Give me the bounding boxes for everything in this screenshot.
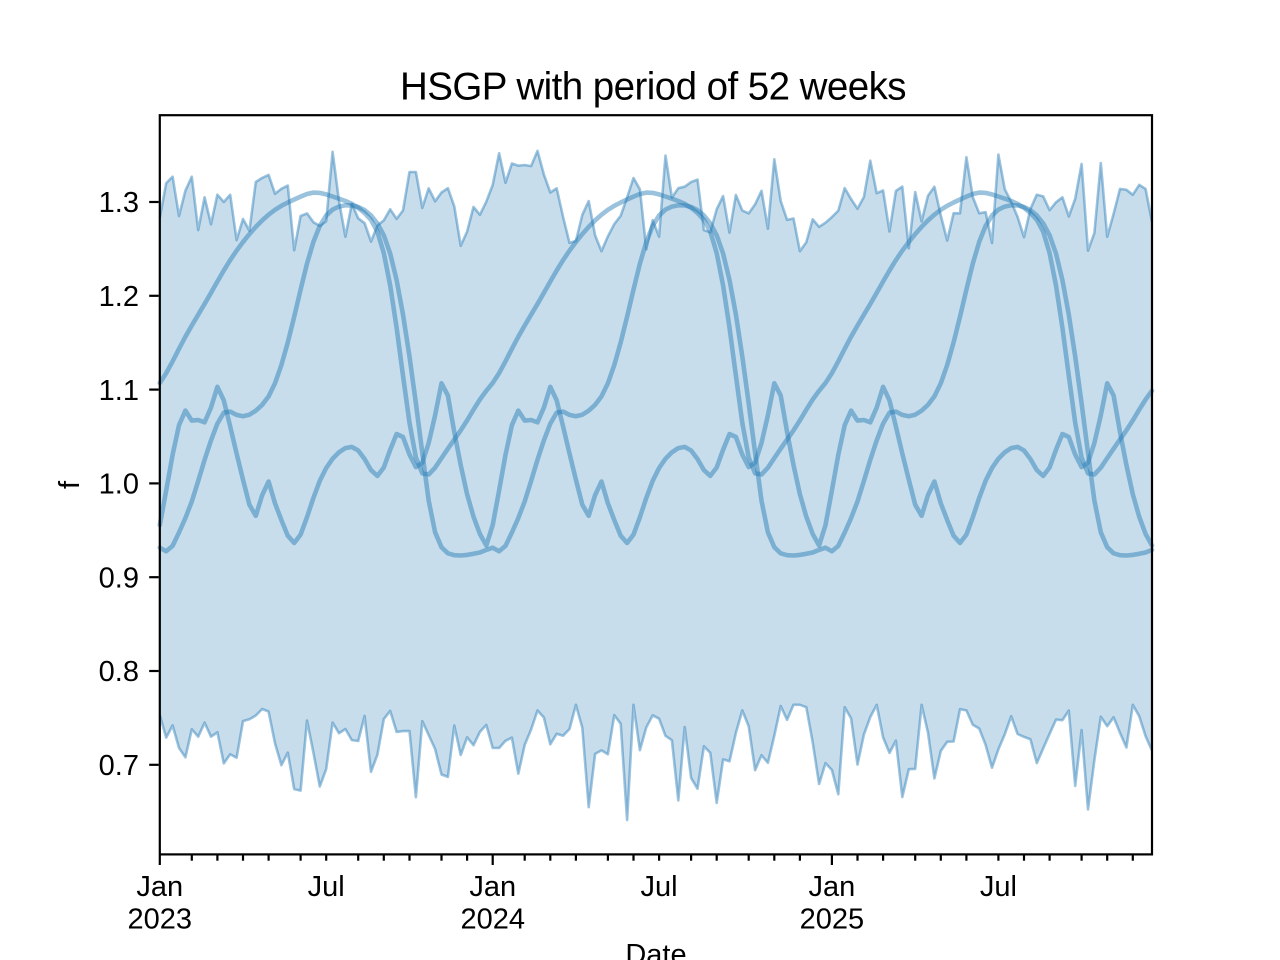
svg-text:2025: 2025 bbox=[800, 904, 865, 936]
svg-text:1.1: 1.1 bbox=[99, 375, 139, 407]
svg-text:0.9: 0.9 bbox=[99, 562, 139, 594]
svg-text:Jan: Jan bbox=[469, 871, 516, 903]
svg-text:1.0: 1.0 bbox=[99, 469, 139, 501]
svg-text:Jul: Jul bbox=[308, 871, 345, 903]
svg-text:Jul: Jul bbox=[980, 871, 1017, 903]
svg-text:HSGP with period of 52 weeks: HSGP with period of 52 weeks bbox=[400, 66, 906, 109]
svg-text:0.7: 0.7 bbox=[99, 750, 139, 782]
svg-text:Jan: Jan bbox=[136, 871, 183, 903]
svg-text:1.2: 1.2 bbox=[99, 281, 139, 313]
svg-text:Jan: Jan bbox=[809, 871, 856, 903]
svg-text:2023: 2023 bbox=[128, 904, 193, 936]
svg-text:Date: Date bbox=[625, 939, 686, 960]
svg-text:f: f bbox=[54, 480, 86, 489]
svg-text:2024: 2024 bbox=[460, 904, 525, 936]
svg-text:1.3: 1.3 bbox=[99, 187, 139, 219]
svg-text:Jul: Jul bbox=[641, 871, 678, 903]
svg-text:0.8: 0.8 bbox=[99, 656, 139, 688]
